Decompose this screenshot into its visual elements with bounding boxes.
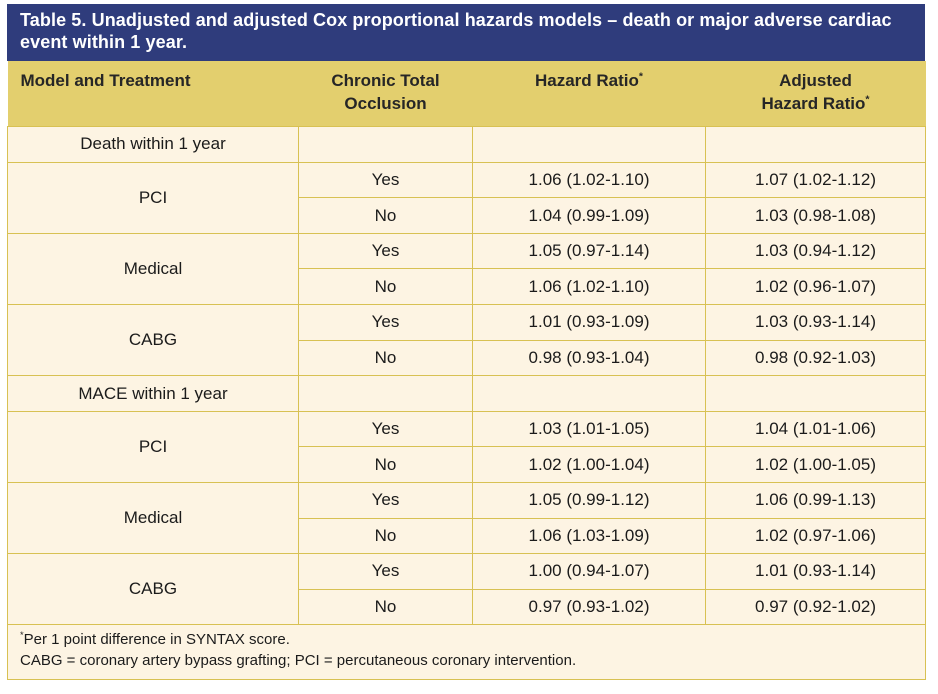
cto-cell: Yes (298, 304, 473, 341)
adjusted-hazard-ratio-cell: 1.02 (1.00-1.05) (705, 446, 926, 483)
cox-hazards-table: Model and Treatment Chronic Total Occlus… (7, 61, 926, 680)
adjusted-hazard-ratio-cell: 1.04 (1.01-1.06) (705, 410, 926, 448)
cto-cell: No (298, 517, 473, 555)
adjusted-hazard-ratio-cell: 1.02 (0.97-1.06) (705, 517, 926, 555)
adjusted-hazard-ratio-cell: 1.03 (0.98-1.08) (705, 197, 926, 234)
cto-cell: No (298, 339, 473, 377)
hazard-ratio-cell: 1.05 (0.97-1.14) (472, 232, 706, 270)
footnote-abbreviations: CABG = coronary artery bypass grafting; … (20, 652, 577, 670)
hazard-ratio-cell: 1.01 (0.93-1.09) (472, 304, 706, 341)
empty-cell (472, 375, 706, 412)
treatment-cell: PCI (7, 161, 299, 234)
section-label: MACE within 1 year (7, 375, 299, 412)
hazard-ratio-cell: 1.03 (1.01-1.05) (472, 410, 706, 448)
empty-cell (472, 126, 706, 163)
treatment-cell: CABG (7, 553, 299, 626)
cto-cell: Yes (298, 553, 473, 590)
treatment-cell: Medical (7, 481, 299, 555)
col-header-hazard-ratio: Hazard Ratio* (472, 61, 706, 127)
adjusted-hazard-ratio-cell: 1.06 (0.99-1.13) (705, 482, 926, 519)
table-row: PCI Yes 1.06 (1.02-1.10) 1.07 (1.02-1.12… (7, 161, 926, 234)
hazard-ratio-cell: 0.98 (0.93-1.04) (472, 339, 706, 377)
cto-cell: Yes (298, 482, 473, 519)
hazard-ratio-cell: 1.04 (0.99-1.09) (472, 197, 706, 234)
cto-cell: Yes (298, 161, 473, 199)
col-header-adjusted-hazard-ratio: Adjusted Hazard Ratio* (705, 61, 926, 127)
empty-cell (705, 375, 926, 412)
adjusted-hazard-ratio-cell: 1.01 (0.93-1.14) (705, 553, 926, 590)
footnote-marker: * (20, 630, 24, 641)
table-row: No 0.98 (0.93-1.04) 0.98 (0.92-1.03) (8, 339, 926, 377)
table-row: Medical Yes 1.05 (0.99-1.12) 1.06 (0.99-… (7, 481, 926, 555)
table-title: Table 5. Unadjusted and adjusted Cox pro… (20, 10, 892, 52)
hazard-ratio-cell: 1.02 (1.00-1.04) (472, 446, 706, 483)
hazard-ratio-cell: 1.06 (1.02-1.10) (472, 268, 706, 306)
table-row: Medical Yes 1.05 (0.97-1.14) 1.03 (0.94-… (7, 232, 926, 306)
table-row: CABG Yes 1.01 (0.93-1.09) 1.03 (0.93-1.1… (7, 304, 926, 377)
header-row: Model and Treatment Chronic Total Occlus… (7, 61, 926, 127)
col-header-model-treatment: Model and Treatment (7, 61, 299, 127)
footnotes-cell: *Per 1 point difference in SYNTAX score.… (7, 624, 926, 680)
hazard-ratio-cell: 1.00 (0.94-1.07) (472, 553, 706, 590)
cto-cell: No (298, 268, 473, 306)
table-row: No 1.04 (0.99-1.09) 1.03 (0.98-1.08) (8, 197, 926, 234)
adjusted-hazard-ratio-cell: 1.03 (0.94-1.12) (705, 232, 926, 270)
hazard-ratio-cell: 1.05 (0.99-1.12) (472, 482, 706, 519)
table-row: No 1.06 (1.03-1.09) 1.02 (0.97-1.06) (8, 517, 926, 555)
footnote-marker: * (638, 70, 644, 83)
table-figure: Table 5. Unadjusted and adjusted Cox pro… (7, 4, 926, 680)
treatment-cell: PCI (7, 410, 299, 484)
col-header-chronic-total-occlusion: Chronic Total Occlusion (298, 61, 473, 127)
cto-cell: No (298, 588, 473, 626)
hazard-ratio-cell: 1.06 (1.02-1.10) (472, 161, 706, 199)
table-row: PCI Yes 1.03 (1.01-1.05) 1.04 (1.01-1.06… (7, 410, 926, 484)
cto-cell: No (298, 446, 473, 483)
table-row: No 1.02 (1.00-1.04) 1.02 (1.00-1.05) (8, 446, 926, 483)
adjusted-hazard-ratio-cell: 0.97 (0.92-1.02) (705, 588, 926, 626)
section-row-mace: MACE within 1 year (7, 375, 926, 412)
section-row-death: Death within 1 year (7, 126, 926, 163)
cto-cell: No (298, 197, 473, 234)
table-row: No 1.06 (1.02-1.10) 1.02 (0.96-1.07) (8, 268, 926, 306)
empty-cell (705, 126, 926, 163)
cto-cell: Yes (298, 232, 473, 270)
adjusted-hazard-ratio-cell: 1.02 (0.96-1.07) (705, 268, 926, 306)
empty-cell (298, 126, 473, 163)
cto-cell: Yes (298, 410, 473, 448)
empty-cell (298, 375, 473, 412)
footnote-marker: * (865, 93, 870, 106)
section-label: Death within 1 year (7, 126, 299, 163)
hazard-ratio-cell: 0.97 (0.93-1.02) (472, 588, 706, 626)
treatment-cell: CABG (7, 304, 299, 377)
footnote-row: *Per 1 point difference in SYNTAX score.… (7, 624, 926, 680)
table-title-bar: Table 5. Unadjusted and adjusted Cox pro… (7, 4, 925, 62)
table-row: CABG Yes 1.00 (0.94-1.07) 1.01 (0.93-1.1… (7, 553, 926, 626)
adjusted-hazard-ratio-cell: 1.03 (0.93-1.14) (705, 304, 926, 341)
footnote-syntax: *Per 1 point difference in SYNTAX score. (20, 630, 290, 649)
adjusted-hazard-ratio-cell: 1.07 (1.02-1.12) (705, 161, 926, 199)
adjusted-hazard-ratio-cell: 0.98 (0.92-1.03) (705, 339, 926, 377)
hazard-ratio-cell: 1.06 (1.03-1.09) (472, 517, 706, 555)
treatment-cell: Medical (7, 232, 299, 306)
